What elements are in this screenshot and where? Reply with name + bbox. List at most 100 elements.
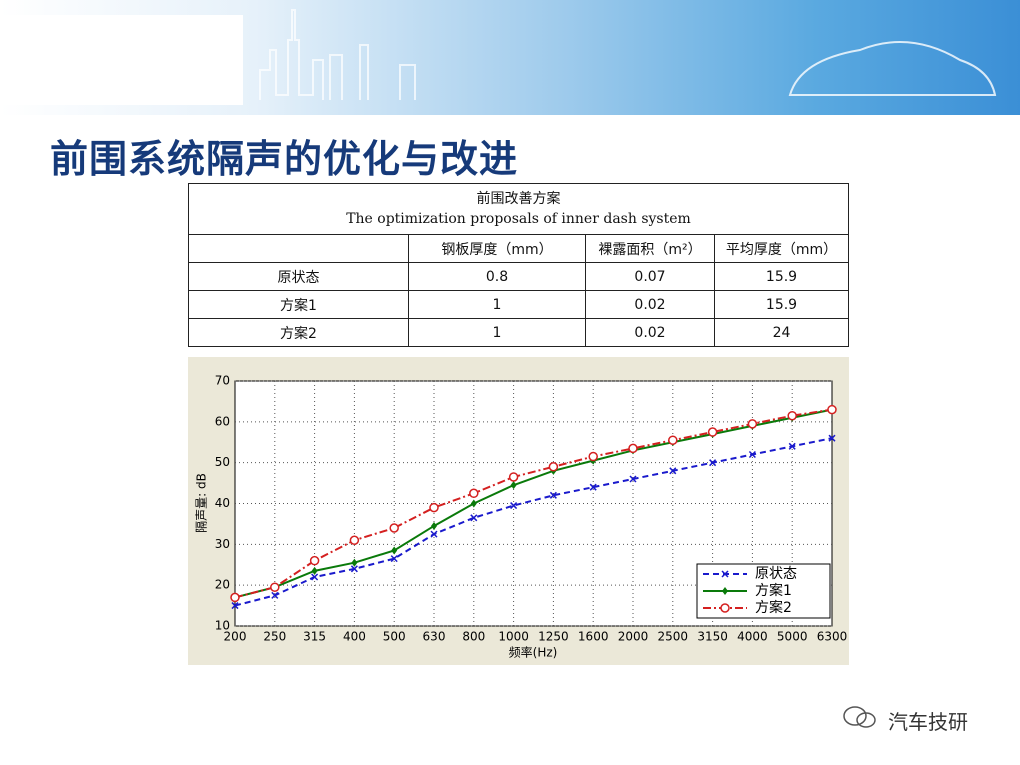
cell: 1 <box>408 290 586 319</box>
x-axis-label: 频率(Hz) <box>509 645 558 660</box>
cell: 0.02 <box>585 290 715 319</box>
x-tick-label: 6300 <box>817 630 848 644</box>
x-tick-label: 630 <box>423 630 446 644</box>
chart: 隔声量: dB 频率(Hz) 10 20 30 40 50 60 70 200 250 315 40… <box>188 357 849 665</box>
cell: 原状态 <box>188 262 409 291</box>
proposal-table: 前围改善方案 The optimization proposals of inne… <box>188 183 849 347</box>
car-outline <box>788 41 997 96</box>
y-tick-label: 10 <box>215 619 230 633</box>
point <box>351 558 358 567</box>
point <box>230 592 240 603</box>
x-tick-label: 200 <box>224 630 247 644</box>
point <box>311 573 319 581</box>
x-tick-label: 1000 <box>498 630 529 644</box>
x-tick-label: 5000 <box>777 630 808 644</box>
point <box>747 419 758 429</box>
y-tick-label: 70 <box>215 374 230 388</box>
point <box>391 546 398 555</box>
point <box>828 434 836 442</box>
logo-area <box>0 15 243 105</box>
cell: 15.9 <box>714 262 849 291</box>
y-tick-label: 50 <box>215 455 230 469</box>
cell: 方案2 <box>188 318 409 347</box>
cell: 15.9 <box>714 290 849 319</box>
x-tick-label: 1250 <box>538 630 569 644</box>
x-tick-label: 1600 <box>578 630 609 644</box>
column-header: 裸露面积（m²） <box>585 234 715 263</box>
cell: 1 <box>408 318 586 347</box>
table-caption: 前围改善方案 The optimization proposals of inne… <box>188 183 849 235</box>
x-tick-label: 315 <box>303 630 326 644</box>
skyline <box>0 9 997 105</box>
series-line <box>234 437 833 607</box>
point <box>588 451 598 462</box>
point <box>720 603 730 613</box>
column-header: 钢板厚度（mm） <box>408 234 586 263</box>
point <box>669 467 677 475</box>
series-line <box>234 408 833 599</box>
x-tick-label: 4000 <box>737 630 768 644</box>
city-outline <box>259 9 416 100</box>
column-header: 平均厚度（mm） <box>714 234 849 263</box>
point <box>628 443 638 454</box>
y-axis-label: 隔声量: dB <box>195 473 209 533</box>
point <box>470 499 477 508</box>
point <box>271 591 279 599</box>
point <box>469 488 479 499</box>
empty-cell <box>188 234 409 263</box>
point <box>787 410 797 421</box>
cell: 24 <box>714 318 849 347</box>
x-tick-label: 3150 <box>697 630 728 644</box>
wechat-icon <box>843 706 876 728</box>
y-tick-label: 30 <box>215 537 230 551</box>
x-tick-label: 250 <box>263 630 286 644</box>
x-tick-label: 2000 <box>618 630 649 644</box>
caption-cn: 前围改善方案 <box>476 191 561 207</box>
point <box>709 459 717 467</box>
point <box>548 462 559 472</box>
point <box>721 570 729 578</box>
y-tick-label: 40 <box>215 496 230 510</box>
banner <box>0 0 1020 115</box>
y-tick-label: 60 <box>215 414 230 428</box>
cell: 0.02 <box>585 318 715 347</box>
point <box>349 535 360 545</box>
point <box>707 427 718 437</box>
x-tick-label: 800 <box>462 630 485 644</box>
point <box>722 587 728 595</box>
point <box>390 555 398 563</box>
watermark: 汽车技研 <box>843 706 968 735</box>
point <box>629 475 637 483</box>
point <box>429 502 439 513</box>
x-tick-label: 2500 <box>658 630 689 644</box>
point <box>270 582 280 592</box>
point <box>788 442 796 450</box>
point <box>748 450 756 459</box>
point <box>827 404 837 415</box>
legend-label: 方案2 <box>755 599 792 616</box>
point <box>431 521 437 530</box>
point <box>470 514 478 522</box>
point <box>350 565 358 573</box>
y-tick-label: 20 <box>215 578 230 592</box>
series-line <box>234 408 833 599</box>
point <box>510 502 518 510</box>
x-tick-label: 500 <box>383 630 406 644</box>
legend-label: 方案1 <box>755 582 792 599</box>
point <box>549 491 557 499</box>
watermark-text: 汽车技研 <box>888 710 968 734</box>
cell: 0.8 <box>408 262 586 291</box>
point <box>430 530 438 538</box>
point <box>668 435 678 445</box>
legend-label: 原状态 <box>755 566 797 582</box>
point <box>311 566 318 575</box>
point <box>309 555 320 566</box>
slide-title: 前围系统隔声的优化与改进 <box>50 137 519 181</box>
x-tick-label: 400 <box>343 630 366 644</box>
point <box>589 483 597 491</box>
point <box>389 523 399 533</box>
point <box>231 602 239 610</box>
caption-en: The optimization proposals of inner dash… <box>346 211 691 227</box>
point <box>508 472 519 482</box>
